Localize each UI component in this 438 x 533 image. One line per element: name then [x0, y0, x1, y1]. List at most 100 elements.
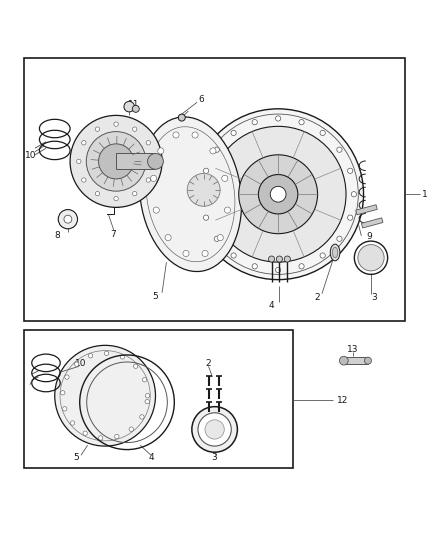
Circle shape: [151, 159, 155, 164]
Circle shape: [81, 178, 86, 182]
Circle shape: [74, 362, 79, 366]
Circle shape: [95, 127, 100, 131]
Circle shape: [145, 399, 149, 404]
Circle shape: [77, 159, 81, 164]
Circle shape: [364, 357, 371, 364]
Circle shape: [115, 434, 119, 439]
Circle shape: [299, 119, 304, 125]
Circle shape: [337, 147, 342, 152]
Circle shape: [153, 207, 159, 213]
Circle shape: [165, 235, 171, 241]
Circle shape: [192, 407, 237, 452]
Circle shape: [142, 377, 147, 382]
Circle shape: [70, 115, 162, 207]
Circle shape: [348, 215, 353, 220]
Circle shape: [114, 197, 118, 201]
Circle shape: [145, 393, 150, 398]
Text: 13: 13: [347, 345, 358, 354]
Circle shape: [222, 175, 228, 181]
Circle shape: [198, 413, 231, 446]
Circle shape: [71, 421, 75, 425]
Text: 2: 2: [206, 359, 211, 368]
Circle shape: [120, 354, 124, 359]
Bar: [344, 357, 368, 364]
Circle shape: [55, 345, 155, 446]
Circle shape: [348, 168, 353, 173]
Circle shape: [132, 127, 137, 131]
Circle shape: [132, 106, 139, 112]
Text: 6: 6: [198, 95, 205, 104]
Circle shape: [276, 256, 283, 262]
Circle shape: [358, 245, 384, 271]
Text: 9: 9: [366, 232, 372, 241]
Bar: [24, 330, 293, 468]
Text: 10: 10: [75, 359, 87, 368]
Text: 3: 3: [371, 293, 378, 302]
Bar: [356, 205, 377, 215]
Text: 12: 12: [337, 395, 348, 405]
Circle shape: [320, 253, 325, 258]
Circle shape: [200, 191, 205, 197]
Circle shape: [151, 175, 157, 181]
Circle shape: [99, 436, 103, 440]
Circle shape: [258, 174, 298, 214]
Circle shape: [148, 154, 163, 169]
Circle shape: [88, 353, 93, 358]
Circle shape: [202, 251, 208, 256]
Circle shape: [339, 356, 348, 365]
Text: 5: 5: [74, 454, 80, 463]
Text: 4: 4: [148, 454, 154, 463]
Circle shape: [210, 126, 346, 262]
Circle shape: [299, 264, 304, 269]
Circle shape: [65, 375, 69, 379]
Circle shape: [81, 141, 86, 145]
Ellipse shape: [187, 173, 220, 206]
Text: 4: 4: [269, 301, 274, 310]
Circle shape: [239, 155, 318, 233]
Circle shape: [173, 132, 179, 138]
Circle shape: [337, 236, 342, 241]
Circle shape: [95, 191, 99, 196]
Circle shape: [214, 147, 219, 152]
Circle shape: [104, 351, 109, 356]
Circle shape: [99, 144, 134, 179]
Circle shape: [183, 251, 189, 256]
Circle shape: [276, 268, 281, 273]
Circle shape: [58, 209, 78, 229]
Bar: [24, 59, 405, 321]
Circle shape: [63, 407, 67, 411]
Text: 3: 3: [212, 454, 218, 463]
Text: 8: 8: [54, 231, 60, 240]
Circle shape: [252, 119, 258, 125]
Circle shape: [203, 168, 208, 173]
Circle shape: [140, 415, 144, 419]
Text: 10: 10: [25, 151, 36, 160]
Circle shape: [284, 256, 290, 262]
Circle shape: [231, 253, 236, 258]
Circle shape: [192, 132, 198, 138]
Circle shape: [270, 187, 286, 202]
Text: 11: 11: [128, 100, 139, 109]
Circle shape: [231, 130, 236, 135]
Text: 5: 5: [152, 292, 159, 301]
Circle shape: [129, 427, 134, 431]
Circle shape: [146, 141, 151, 145]
Circle shape: [276, 116, 281, 121]
Bar: [361, 218, 383, 228]
Circle shape: [158, 148, 164, 154]
Circle shape: [320, 130, 325, 135]
Circle shape: [203, 215, 208, 220]
Circle shape: [60, 391, 65, 395]
Circle shape: [124, 101, 134, 112]
Circle shape: [205, 420, 224, 439]
Bar: [116, 154, 155, 169]
Circle shape: [146, 178, 151, 182]
Circle shape: [268, 256, 275, 262]
Circle shape: [351, 191, 357, 197]
Circle shape: [114, 122, 118, 126]
Circle shape: [214, 236, 219, 241]
Circle shape: [134, 364, 138, 368]
Circle shape: [132, 191, 137, 196]
Ellipse shape: [332, 247, 338, 258]
Circle shape: [86, 132, 146, 191]
